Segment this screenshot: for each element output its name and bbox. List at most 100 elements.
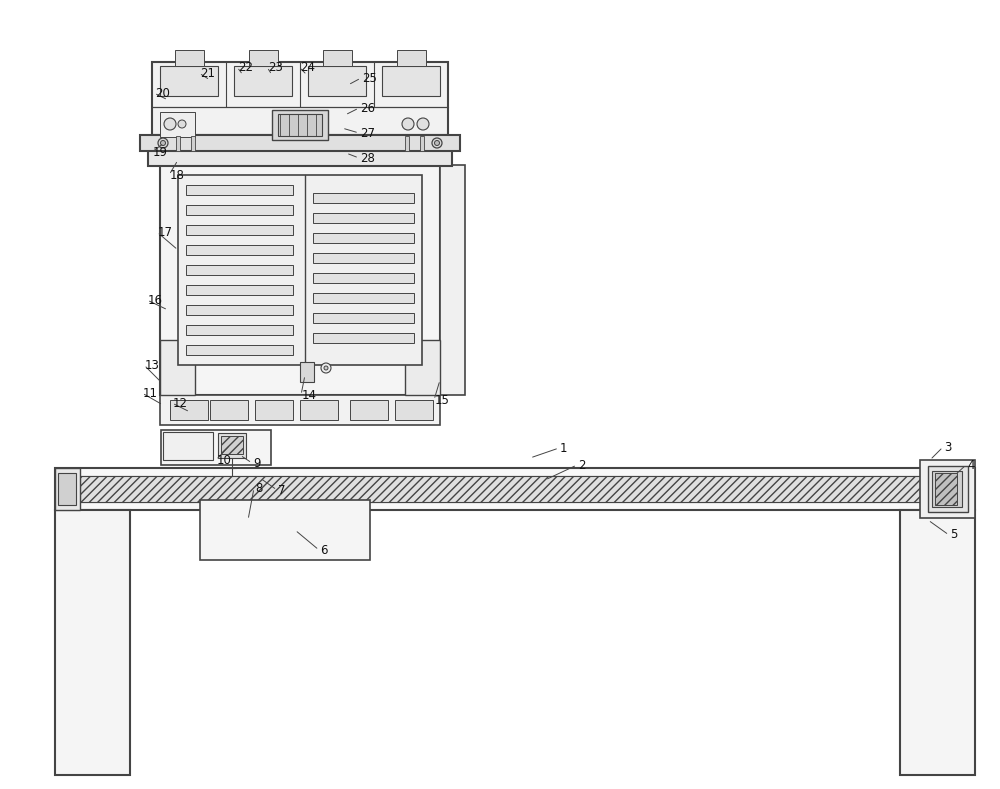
Bar	[234, 66, 292, 96]
Bar	[160, 165, 440, 395]
Text: 25: 25	[362, 72, 377, 84]
Bar	[313, 233, 414, 243]
Text: 7: 7	[278, 484, 286, 496]
Circle shape	[434, 140, 440, 145]
Bar	[191, 136, 195, 151]
Bar	[313, 333, 414, 343]
Text: 12: 12	[173, 397, 188, 409]
Circle shape	[321, 363, 331, 373]
Bar	[186, 285, 293, 295]
Text: 16: 16	[148, 294, 163, 306]
Circle shape	[178, 120, 186, 128]
Bar	[308, 66, 366, 96]
Bar	[272, 110, 328, 140]
Bar	[152, 62, 448, 135]
Bar	[932, 471, 962, 507]
Bar	[350, 400, 388, 420]
Bar	[186, 245, 293, 255]
Text: 21: 21	[200, 66, 215, 80]
Bar	[186, 265, 293, 275]
Bar	[186, 225, 293, 235]
Bar	[55, 468, 975, 510]
Bar	[313, 213, 414, 223]
Bar	[186, 325, 293, 335]
Bar	[900, 510, 975, 775]
Bar	[218, 433, 246, 458]
Bar	[55, 468, 80, 510]
Bar	[161, 430, 271, 465]
Text: 4: 4	[967, 458, 974, 472]
Text: 6: 6	[320, 544, 328, 556]
Text: 2: 2	[578, 458, 586, 472]
Bar	[140, 135, 460, 151]
Bar	[175, 50, 204, 66]
Bar	[405, 136, 409, 151]
Text: 11: 11	[143, 387, 158, 399]
Bar	[148, 150, 452, 166]
Bar	[395, 400, 433, 420]
Text: 5: 5	[950, 529, 957, 541]
Bar	[186, 185, 293, 195]
Text: 10: 10	[217, 454, 232, 466]
Bar	[186, 205, 293, 215]
Bar	[278, 114, 322, 136]
Bar	[160, 395, 440, 425]
Circle shape	[164, 118, 176, 130]
Circle shape	[324, 366, 328, 370]
Bar	[313, 273, 414, 283]
Bar	[55, 510, 130, 775]
Bar	[163, 432, 213, 460]
Bar	[255, 400, 293, 420]
Text: 1: 1	[560, 442, 568, 454]
Bar	[405, 340, 440, 395]
Text: 26: 26	[360, 102, 375, 114]
Bar	[396, 50, 426, 66]
Bar	[300, 362, 314, 382]
Text: 27: 27	[360, 126, 375, 140]
Text: 14: 14	[302, 388, 317, 402]
Circle shape	[158, 138, 168, 148]
Text: 3: 3	[944, 440, 951, 454]
Text: 13: 13	[145, 358, 160, 372]
Bar	[920, 460, 975, 518]
Bar	[420, 136, 424, 151]
Circle shape	[402, 118, 414, 130]
Bar	[313, 193, 414, 203]
Bar	[160, 66, 218, 96]
Bar	[313, 313, 414, 323]
Bar	[200, 500, 370, 560]
Circle shape	[432, 138, 442, 148]
Bar	[221, 436, 243, 454]
Text: 22: 22	[238, 61, 253, 73]
Bar	[300, 400, 338, 420]
Bar	[313, 253, 414, 263]
Text: 15: 15	[435, 394, 450, 406]
Bar	[170, 400, 208, 420]
Circle shape	[160, 140, 166, 145]
Bar	[178, 175, 422, 365]
Bar	[186, 345, 293, 355]
Bar	[313, 293, 414, 303]
Text: 28: 28	[360, 151, 375, 164]
Circle shape	[417, 118, 429, 130]
Text: 20: 20	[155, 87, 170, 99]
Bar	[160, 340, 195, 395]
Text: 9: 9	[253, 457, 260, 469]
Text: 23: 23	[268, 61, 283, 73]
Bar	[248, 50, 278, 66]
Bar	[80, 476, 920, 502]
Text: 17: 17	[158, 226, 173, 238]
Text: 19: 19	[153, 145, 168, 159]
Text: 8: 8	[255, 481, 262, 495]
Bar	[58, 473, 76, 505]
Bar	[210, 400, 248, 420]
Text: 24: 24	[300, 61, 315, 73]
Bar	[176, 136, 180, 151]
Bar	[160, 112, 195, 137]
Bar	[935, 473, 957, 505]
Bar	[186, 305, 293, 315]
Bar	[382, 66, 440, 96]
Text: 18: 18	[170, 169, 185, 181]
Bar	[440, 165, 465, 395]
Bar	[928, 466, 968, 512]
